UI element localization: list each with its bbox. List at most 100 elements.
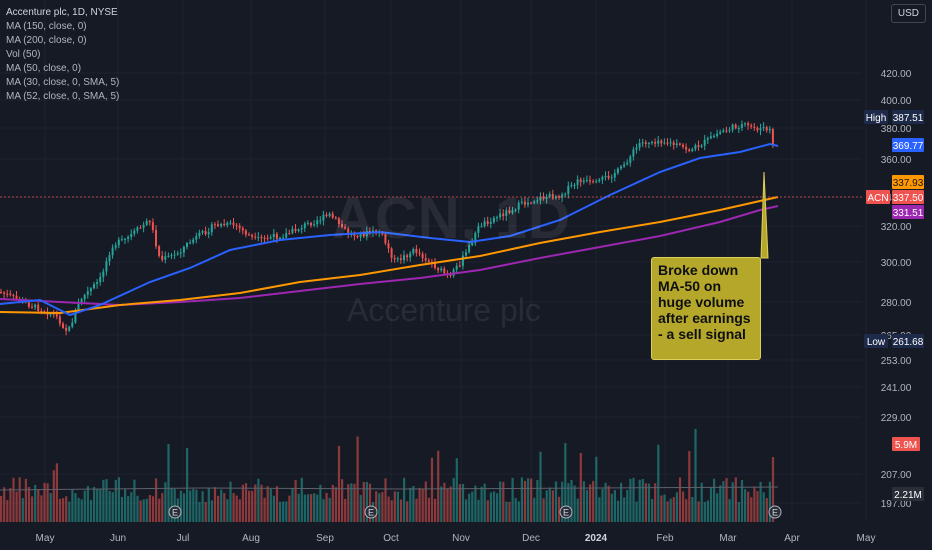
volume-bar [27,486,31,522]
volume-bar [279,501,282,522]
indicator-ma52-sma[interactable]: MA (52, close, 0, SMA, 5) [6,91,120,102]
volume-bar [430,457,434,522]
time-axis[interactable]: May Jun Jul Aug Sep Oct Nov Dec 2024 Feb Mar Apr May [0,524,932,550]
volume-bar [9,487,12,522]
volume-bar [80,499,83,522]
candle [691,149,694,152]
price-tick-label: 253.00 [881,356,912,367]
candle [151,222,154,230]
volume-bar [449,486,452,522]
volume-bar [297,493,300,522]
candle [68,326,71,331]
indicator-ma150[interactable]: MA (150, close, 0) [6,21,87,32]
candle [0,292,2,293]
volume-bar [427,497,430,522]
high-value: 387.51 [893,113,924,124]
indicator-volume[interactable]: Vol (50) [6,49,41,60]
price-tick-label: 400.00 [881,96,912,107]
ma50-value: 369.77 [893,141,924,152]
candle [114,245,117,248]
volume-bar [254,484,257,522]
volume-bar [353,483,356,522]
volume-bar [130,492,133,522]
candle [142,224,145,228]
watermark-ticker: ACN, 1D [332,186,572,251]
volume-bar [520,477,523,522]
candle [415,248,418,253]
candle [576,179,579,185]
candle [654,142,657,144]
volume-bar [282,501,285,522]
volume-bar [182,493,186,522]
indicator-ma50[interactable]: MA (50, close, 0) [6,63,82,74]
volume-bar [548,487,551,522]
indicator-ma30-sma[interactable]: MA (30, close, 0, SMA, 5) [6,77,120,88]
volume-bar [406,501,409,522]
candle [102,271,105,278]
volume-value-bg [892,437,920,451]
candle [223,223,226,226]
candle [530,202,533,204]
price-tick-label: 280.00 [881,298,912,309]
volume-bar [461,483,465,522]
candle [241,228,244,231]
volume-bar [765,498,768,522]
volume-bar [359,495,362,522]
volume-bar [368,483,372,522]
volume-bar [3,487,6,522]
volume-bar [49,493,52,522]
candle [709,136,712,139]
candle [387,243,390,249]
volume-bar [213,487,217,522]
currency-button[interactable]: USD [890,4,926,23]
ma200-value: 331.51 [893,208,924,219]
volume-bar [530,478,533,522]
volume-bar [443,482,446,522]
candle [182,246,185,253]
candle [173,254,176,256]
candle [359,232,362,238]
candle [666,142,669,144]
candle [158,246,161,256]
volume-bar [164,482,167,522]
candle [632,149,635,157]
volume-bar [737,501,740,522]
volume-bar [111,492,114,522]
volume-bar [753,486,756,522]
candle [74,310,77,323]
candle [582,180,585,182]
volume-bar [334,487,337,522]
volume-bar [706,500,709,522]
volume-bar [589,484,592,522]
candle [517,202,520,210]
ma150-line [0,196,779,315]
candle [492,217,495,223]
indicator-ma200[interactable]: MA (200, close, 0) [6,35,87,46]
volume-bar [210,500,213,522]
candle [561,194,564,198]
candle [722,130,725,132]
candle [210,224,213,233]
price-candles [0,120,774,336]
annotation-callout[interactable]: Broke down MA-50 on huge volume after ea… [651,257,761,360]
volume-bar [678,477,682,522]
candle [731,124,734,130]
volume-bar [613,490,616,522]
volume-bar [458,484,461,522]
candle [201,231,204,233]
volume-bar [610,493,613,522]
volume-bar [499,481,502,522]
volume-bar [0,495,3,522]
candle [598,179,601,182]
volume-bar [719,485,722,522]
candle [607,175,610,179]
candle [750,125,753,127]
candle [443,268,446,274]
volume-bar [136,495,139,522]
candle [505,210,508,217]
candle [620,166,622,169]
symbol-title[interactable]: Accenture plc, 1D, NYSE [6,7,118,18]
volume-bar [551,490,554,522]
price-tick-label: 197.00 [881,499,912,510]
